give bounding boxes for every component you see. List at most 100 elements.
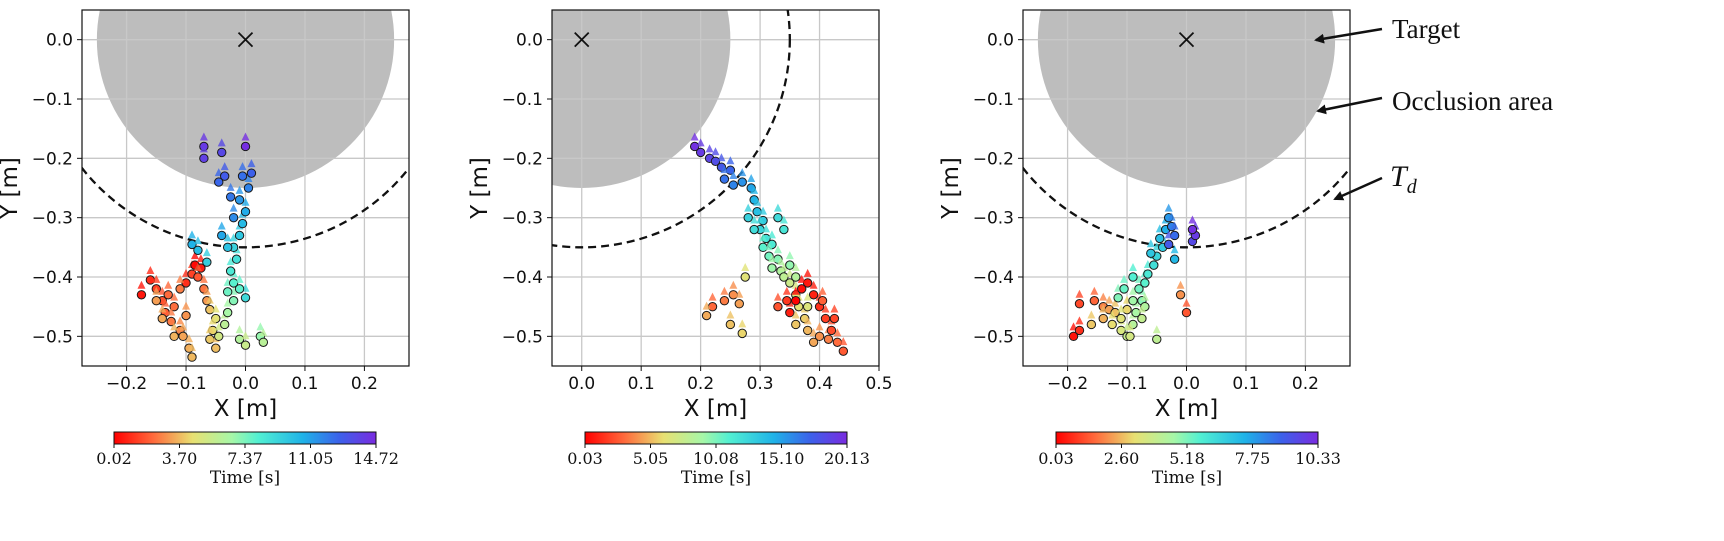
data-point <box>1107 319 1117 330</box>
occlusion-arrow <box>1316 96 1383 115</box>
data-point <box>1140 278 1150 288</box>
heading-arrow <box>818 286 827 295</box>
heading-arrow <box>773 203 782 212</box>
data-point <box>237 171 248 181</box>
plot-area <box>552 10 879 366</box>
heading-arrow <box>779 215 788 224</box>
y-tick-label: −0.1 <box>502 90 543 110</box>
data-point <box>701 310 712 321</box>
data-point <box>240 207 251 217</box>
data-point <box>719 174 730 184</box>
data-point <box>225 266 236 276</box>
data-point <box>234 284 245 294</box>
heading-arrow <box>1137 304 1146 313</box>
heading-arrow <box>741 263 750 271</box>
data-point <box>240 293 251 303</box>
heading-arrow <box>229 233 238 242</box>
td-annotation: Td <box>1390 160 1418 198</box>
data-point <box>205 304 215 315</box>
td-annotation-main: T <box>1390 160 1409 193</box>
heading-arrow <box>152 274 161 283</box>
data-point <box>202 257 212 267</box>
data-point <box>217 147 227 158</box>
data-point <box>710 156 721 167</box>
heading-arrow <box>726 310 735 319</box>
data-point <box>228 212 239 223</box>
td-threshold-circle <box>552 10 791 249</box>
data-point <box>169 301 179 312</box>
heading-arrow <box>185 334 194 343</box>
data-point <box>695 147 706 158</box>
heading-arrow <box>199 144 208 153</box>
x-tick-label: 0.5 <box>865 374 892 394</box>
heading-arrow <box>167 307 176 316</box>
heading-arrow <box>137 280 146 289</box>
heading-arrow <box>217 221 226 230</box>
heading-arrow <box>1075 316 1084 325</box>
colorbar-tick-label: 7.75 <box>1235 449 1271 468</box>
data-point <box>157 313 167 324</box>
data-point <box>163 290 173 300</box>
colorbar-tick-label: 20.13 <box>824 449 870 468</box>
colorbar-tick-label: 5.05 <box>633 449 669 468</box>
x-tick-label: 0.0 <box>232 374 259 394</box>
target-marker <box>237 32 254 48</box>
heading-arrow <box>738 319 747 328</box>
heading-arrow <box>803 268 812 277</box>
heading-arrow <box>738 168 747 177</box>
heading-arrow <box>187 230 196 239</box>
heading-arrow <box>717 153 726 162</box>
heading-arrow <box>182 301 191 310</box>
data-point <box>219 171 230 181</box>
heading-arrow <box>767 230 776 239</box>
colorbar-tick-label: 15.10 <box>759 449 805 468</box>
heading-arrow <box>782 286 791 295</box>
data-point <box>1128 296 1138 306</box>
data-point <box>829 313 840 324</box>
data-point <box>222 242 233 253</box>
heading-arrow <box>708 292 717 301</box>
target-marker <box>1178 32 1195 48</box>
heading-arrow <box>690 132 699 141</box>
data-point <box>240 340 251 350</box>
data-point <box>823 334 834 344</box>
heading-arrow <box>1128 286 1137 295</box>
data-point <box>773 212 783 223</box>
data-point <box>1169 230 1180 241</box>
data-point <box>178 331 188 342</box>
data-point <box>838 346 849 356</box>
data-point <box>1152 334 1162 344</box>
heading-arrow <box>1140 292 1149 301</box>
x-tick-label: −0.1 <box>165 374 206 394</box>
data-point <box>1169 254 1180 264</box>
data-point <box>728 180 739 190</box>
x-tick-label: 0.2 <box>687 374 714 394</box>
heading-arrow <box>211 304 220 313</box>
data-point <box>1119 284 1129 294</box>
data-point <box>1116 325 1126 336</box>
data-point <box>785 260 795 270</box>
data-point <box>181 310 191 321</box>
heading-arrow <box>1108 310 1117 319</box>
data-point <box>1187 224 1198 235</box>
heading-arrow <box>720 286 729 295</box>
heading-arrow <box>205 295 214 304</box>
data-point <box>808 290 819 300</box>
heading-arrow <box>729 280 738 289</box>
data-point <box>151 296 162 306</box>
heading-arrow <box>1117 304 1126 313</box>
colorbar <box>113 431 377 445</box>
data-point <box>193 272 203 282</box>
data-point <box>817 296 828 306</box>
x-tick-label: 0.2 <box>1292 374 1319 394</box>
y-tick-label: 0.0 <box>46 31 73 51</box>
heading-arrow <box>152 286 161 295</box>
y-tick-label: −0.4 <box>32 268 73 288</box>
heading-arrow <box>747 174 756 182</box>
target-arrow <box>1314 27 1383 44</box>
data-point <box>1131 307 1141 318</box>
data-point <box>749 224 759 235</box>
heading-arrow <box>176 316 185 325</box>
data-point <box>728 290 739 300</box>
